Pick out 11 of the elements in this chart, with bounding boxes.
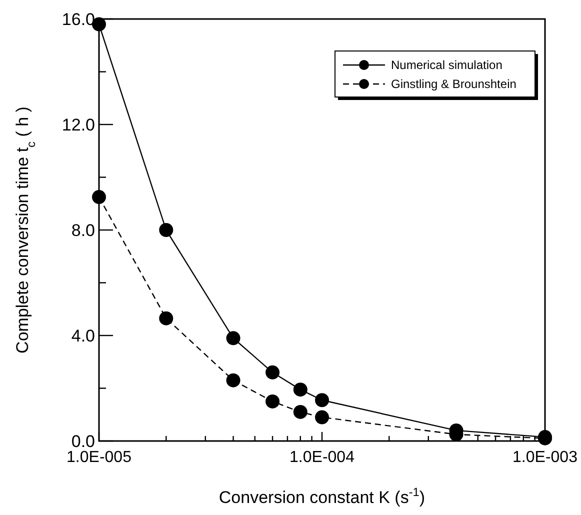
legend-label: Ginstling & Brounshtein	[391, 77, 516, 91]
x-tick-label: 1.0E-003	[512, 449, 578, 466]
y-tick-label: 16.0	[62, 10, 95, 29]
x-tick-label: 1.0E-004	[290, 449, 355, 466]
legend-label: Numerical simulation	[391, 58, 502, 72]
y-tick-label: 12.0	[62, 116, 95, 134]
x-tick-label: 1.0E-005	[66, 449, 132, 466]
y-tick-label: 4.0	[71, 326, 95, 346]
y-tick-label: 8.0	[71, 221, 95, 240]
y-tick-label: 0.0	[71, 432, 95, 451]
x-axis-title: Conversion constant K (s$^{-1}$)	[218, 485, 426, 507]
